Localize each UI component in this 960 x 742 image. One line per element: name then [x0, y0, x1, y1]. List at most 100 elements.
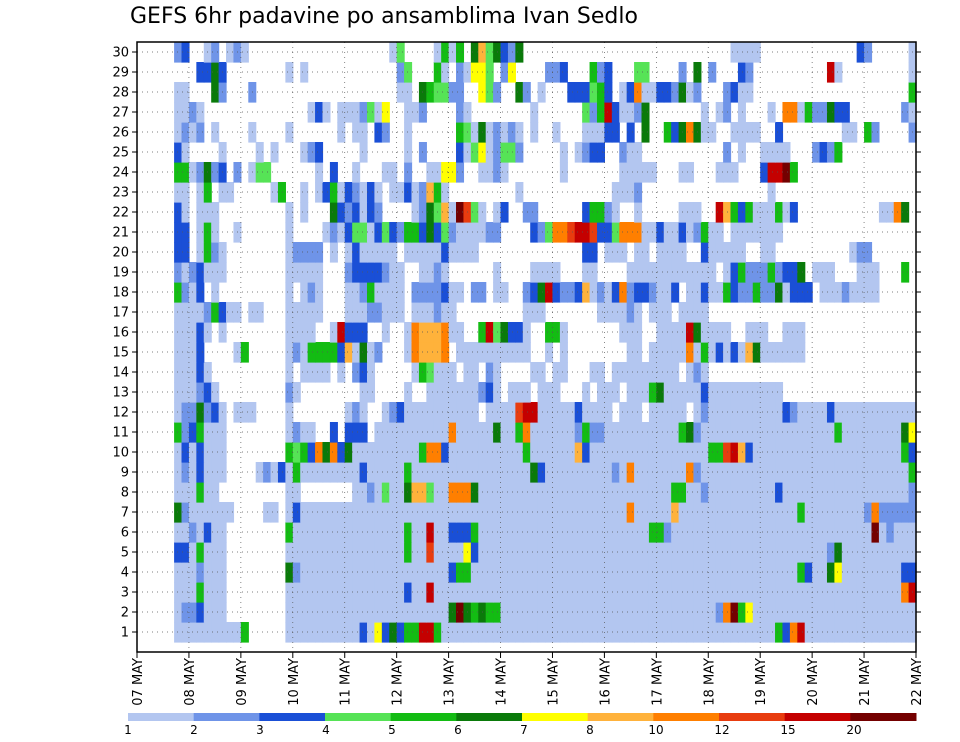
heatmap-cell: [559, 282, 568, 303]
heatmap-cell: [826, 262, 835, 283]
heatmap-cell: [530, 522, 539, 543]
heatmap-cell: [671, 582, 680, 603]
heatmap-cell: [782, 282, 791, 303]
heatmap-cell: [686, 82, 695, 103]
heatmap-cell: [374, 282, 383, 303]
heatmap-cell: [441, 302, 450, 323]
heatmap-cell: [352, 622, 361, 643]
heatmap-cell: [582, 222, 591, 243]
heatmap-cell: [812, 402, 821, 423]
heatmap-cell: [760, 562, 769, 583]
heatmap-cell: [789, 342, 798, 363]
heatmap-cell: [307, 442, 316, 463]
x-tick-label: 10 MAY: [287, 658, 302, 706]
heatmap-cell: [211, 202, 220, 223]
heatmap-cell: [619, 82, 628, 103]
heatmap-cell: [782, 622, 791, 643]
heatmap-cell: [856, 262, 865, 283]
heatmap-cell: [797, 562, 806, 583]
heatmap-cell: [396, 402, 405, 423]
y-tick-label: 3: [121, 586, 129, 601]
heatmap-cell: [559, 442, 568, 463]
heatmap-cell: [507, 342, 516, 363]
heatmap-cell: [211, 162, 220, 183]
heatmap-cell: [441, 162, 450, 183]
heatmap-cell: [641, 382, 650, 403]
heatmap-cell: [582, 282, 591, 303]
heatmap-cell: [797, 402, 806, 423]
heatmap-cell: [737, 502, 746, 523]
heatmap-cell: [359, 102, 368, 123]
heatmap-cell: [522, 302, 531, 323]
heatmap-cell: [752, 422, 761, 443]
heatmap-cell: [589, 482, 598, 503]
heatmap-cell: [396, 82, 405, 103]
heatmap-cell: [211, 502, 220, 523]
heatmap-cell: [374, 562, 383, 583]
heatmap-cell: [596, 622, 605, 643]
heatmap-cell: [456, 62, 465, 83]
heatmap-cell: [285, 242, 294, 263]
heatmap-cell: [352, 562, 361, 583]
heatmap-cell: [374, 182, 383, 203]
heatmap-cell: [174, 262, 183, 283]
heatmap-cell: [589, 442, 598, 463]
heatmap-cell: [285, 282, 294, 303]
y-tick-label: 2: [121, 606, 129, 621]
heatmap-cell: [366, 302, 376, 323]
heatmap-cell: [567, 402, 576, 423]
heatmap-cell: [359, 362, 368, 383]
heatmap-cell: [366, 602, 376, 623]
heatmap-cell: [456, 462, 465, 483]
heatmap-cell: [834, 442, 843, 463]
heatmap-cell: [174, 162, 183, 183]
heatmap-cell: [515, 182, 524, 203]
heatmap-cell: [292, 522, 301, 543]
heatmap-cell: [819, 282, 828, 303]
heatmap-cell: [782, 162, 791, 183]
heatmap-cell: [686, 302, 695, 323]
heatmap-cell: [752, 462, 761, 483]
colorbar-segment: [850, 713, 917, 721]
heatmap-cell: [344, 182, 353, 203]
heatmap-cell: [819, 422, 828, 443]
heatmap-cell: [285, 202, 294, 223]
heatmap-cell: [277, 182, 286, 203]
heatmap-cell: [396, 182, 405, 203]
heatmap-cell: [507, 122, 516, 143]
heatmap-cell: [196, 382, 205, 403]
heatmap-cell: [730, 542, 739, 563]
heatmap-cell: [381, 402, 390, 423]
heatmap-cell: [700, 402, 709, 423]
heatmap-cell: [752, 522, 761, 543]
heatmap-cell: [211, 582, 220, 603]
heatmap-cell: [596, 302, 605, 323]
heatmap-cell: [611, 102, 620, 123]
heatmap-cell: [782, 342, 791, 363]
heatmap-cell: [634, 182, 643, 203]
heatmap-cell: [307, 262, 316, 283]
heatmap-cell: [352, 322, 361, 343]
heatmap-cell: [329, 462, 338, 483]
heatmap-cell: [552, 362, 561, 383]
heatmap-cell: [456, 122, 465, 143]
heatmap-cell: [864, 582, 873, 603]
heatmap-cell: [374, 602, 383, 623]
heatmap-cell: [507, 422, 516, 443]
heatmap-cell: [196, 122, 205, 143]
heatmap-cell: [901, 102, 910, 123]
heatmap-cell: [767, 562, 776, 583]
heatmap-cell: [589, 102, 598, 123]
heatmap-cell: [426, 322, 435, 343]
heatmap-cell: [745, 462, 754, 483]
heatmap-cell: [745, 62, 754, 83]
heatmap-cell: [671, 462, 680, 483]
heatmap-cell: [574, 502, 583, 523]
heatmap-cell: [730, 562, 739, 583]
colorbar-segment: [719, 713, 786, 721]
heatmap-cell: [226, 622, 235, 643]
heatmap-cell: [366, 382, 376, 403]
heatmap-cell: [797, 102, 806, 123]
heatmap-cell: [775, 342, 784, 363]
heatmap-cell: [174, 442, 183, 463]
